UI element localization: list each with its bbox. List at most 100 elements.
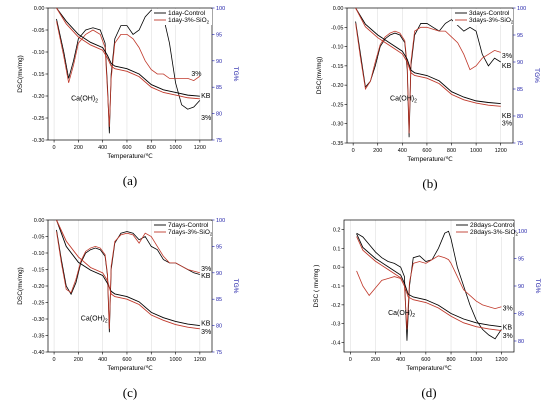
legend-box: [454, 221, 514, 237]
y-tick-label: -0.40: [32, 350, 45, 356]
annotation-label: KB: [201, 273, 211, 280]
y-tick-label: 0.0: [333, 265, 341, 271]
x-tick-label: 1200: [194, 145, 206, 151]
y2-tick-label: 85: [517, 87, 523, 93]
x-tick-label: 0: [349, 357, 352, 363]
y-tick-label: 0.2: [333, 227, 341, 233]
y2-tick-label: 95: [216, 244, 222, 250]
y-tick-label: 0.00: [333, 6, 344, 12]
annotation-label: Ca(OH)2: [71, 95, 98, 104]
tg-line-3: [56, 219, 200, 330]
x-tick-label: 600: [421, 357, 430, 363]
y2-tick-label: 80: [517, 114, 523, 120]
annotation-label: 3%: [503, 333, 513, 340]
x-axis-label: Temperature/℃: [407, 156, 453, 163]
annotation-label: 3%: [201, 115, 211, 122]
y2-axis-label: TG%: [232, 67, 239, 82]
y-tick-label: 0.00: [34, 6, 45, 12]
annotation-label: KB: [201, 321, 211, 328]
tg-line-3: [355, 7, 501, 107]
tg-line-2: [355, 7, 501, 105]
y-tick-label: -0.4: [331, 341, 340, 347]
x-tick-label: 800: [447, 148, 456, 154]
panel-caption: (a): [123, 173, 137, 188]
legend-entry: 28days-3%-SiO2: [470, 229, 519, 237]
tg-line-3: [56, 7, 200, 100]
annotation-label: 3%: [503, 306, 513, 313]
dsc-line-1: [356, 255, 502, 330]
annotation-label: 3%: [191, 71, 201, 78]
y-axis-label: DSC(mv/mg): [17, 267, 24, 305]
x-tick-label: 0: [53, 145, 56, 151]
y-tick-label: -0.15: [32, 72, 45, 78]
x-tick-label: 200: [371, 357, 380, 363]
x-axis-label: Temperature/℃: [107, 365, 153, 372]
y-tick-label: -0.10: [32, 50, 45, 56]
y-tick-label: 0.1: [333, 246, 341, 252]
y-tick-label: -0.30: [331, 122, 344, 128]
y-tick-label: 0.00: [34, 218, 45, 224]
dsc-line-1: [56, 21, 201, 127]
y2-tick-label: 100: [216, 218, 225, 224]
legend-box: [453, 9, 513, 25]
legend-box: [152, 9, 212, 25]
x-tick-label: 400: [396, 357, 405, 363]
x-tick-label: 400: [98, 145, 107, 151]
legend-entry: 3days-Control: [469, 10, 510, 17]
legend-entry: 3days-3%-SiO2: [469, 17, 514, 25]
y2-tick-label: 75: [216, 350, 222, 356]
y2-tick-label: 100: [518, 229, 527, 235]
y2-tick-label: 95: [517, 33, 523, 39]
panel-caption: (c): [123, 385, 137, 400]
tg-line-2: [356, 233, 502, 328]
y2-tick-label: 85: [216, 85, 222, 91]
legend-entry: 1day-3%-SiO2: [168, 17, 210, 25]
y2-tick-label: 85: [518, 312, 524, 318]
x-tick-label: 1000: [470, 357, 482, 363]
x-tick-label: 1000: [169, 357, 181, 363]
x-tick-label: 400: [98, 357, 107, 363]
annotation-label: KB: [503, 324, 513, 331]
tg-line-2: [56, 219, 200, 327]
legend-box: [152, 221, 212, 237]
y2-tick-label: 75: [216, 138, 222, 144]
panel-a: 0 200 400 600 800 1000 1200 0.00 -0.05 -0.10 -0.15…: [17, 6, 239, 188]
x-axis-label: Temperature/℃: [406, 365, 452, 372]
y2-axis-label: TG%: [232, 279, 239, 294]
annotation-label: Ca(OH)2: [81, 316, 108, 325]
annotation-label: KB: [502, 63, 512, 70]
annotation-label: 3%: [201, 266, 211, 273]
y2-tick-label: 95: [518, 257, 524, 263]
y2-tick-label: 90: [216, 59, 222, 65]
y-axis-label: DSC(mv/mg): [17, 55, 24, 93]
y-tick-label: -0.30: [32, 138, 45, 144]
x-tick-label: 200: [373, 148, 382, 154]
dsc-line-0: [355, 19, 501, 138]
legend-entry: 7days-3%-SiO2: [168, 229, 213, 237]
x-tick-label: 0: [352, 148, 355, 154]
panel-b: 0 200 400 600 800 1000 1200 0.00 -0.05 -0.10 -0.15…: [316, 6, 540, 191]
y2-tick-label: 100: [517, 6, 526, 12]
y-tick-label: -0.2: [331, 303, 340, 309]
x-tick-label: 1200: [495, 357, 507, 363]
plot-frame: [47, 219, 213, 353]
annotation-label: KB: [201, 93, 211, 100]
annotation-label: KB: [502, 113, 512, 120]
y2-tick-label: 85: [216, 297, 222, 303]
y-tick-label: -0.20: [32, 284, 45, 290]
x-tick-label: 600: [422, 148, 431, 154]
x-tick-label: 200: [74, 145, 83, 151]
x-tick-label: 0: [53, 357, 56, 363]
y-tick-label: -0.25: [32, 301, 45, 307]
y-axis-label: DSC ( mv/mg ): [313, 265, 320, 308]
y2-tick-label: 90: [518, 284, 524, 290]
y-tick-label: -0.35: [331, 141, 344, 147]
annotation-label: 3%: [201, 329, 211, 336]
x-tick-label: 1000: [169, 145, 181, 151]
tg-line-2: [56, 7, 200, 97]
y-tick-label: -0.30: [32, 317, 45, 323]
y-tick-label: -0.25: [32, 116, 45, 122]
dsc-line-0: [56, 229, 200, 333]
y-axis-label: DSC(mv/mg): [316, 57, 323, 95]
y2-axis-label: TG%: [533, 68, 540, 83]
